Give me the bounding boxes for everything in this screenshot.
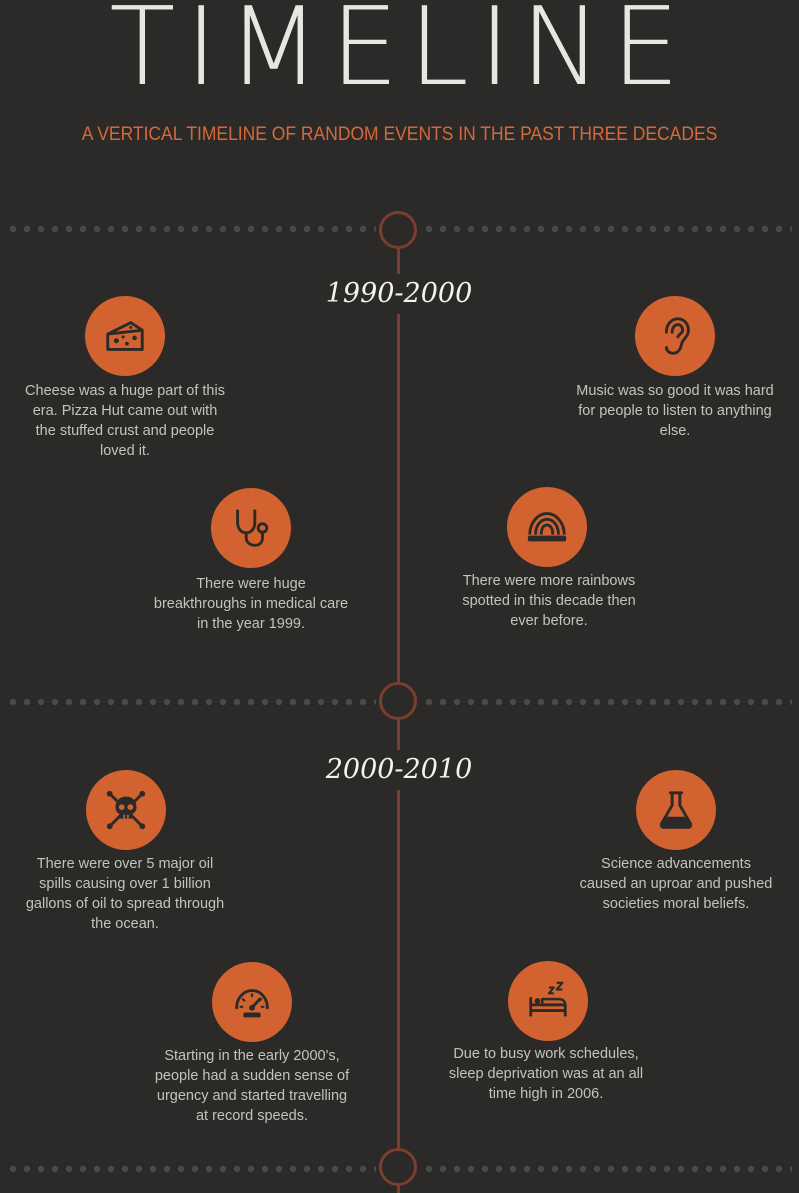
event-icon-circle	[212, 962, 292, 1042]
ear-icon	[664, 317, 690, 355]
sleeping-bed-icon	[529, 981, 567, 1017]
timeline-node	[379, 682, 417, 720]
timeline-node	[379, 211, 417, 249]
dotted-separator-left	[6, 1165, 376, 1173]
event-description: Cheese was a huge part of this era. Pizz…	[25, 383, 225, 459]
dotted-separator-left	[6, 698, 376, 706]
skull-crossbones-icon	[106, 790, 146, 830]
event-description: There were more rainbows spotted in this…	[462, 573, 636, 629]
flask-icon	[659, 791, 693, 829]
dotted-separator-right	[422, 698, 792, 706]
event-icon-circle	[86, 770, 166, 850]
event-icon-circle	[508, 961, 588, 1041]
cheese-icon	[106, 321, 144, 351]
stethoscope-icon	[236, 509, 269, 547]
event-icon-circle	[635, 296, 715, 376]
event-icon-circle	[85, 296, 165, 376]
dotted-separator-right	[422, 225, 792, 233]
page-subtitle: A VERTICAL TIMELINE OF RANDOM EVENTS IN …	[81, 124, 718, 145]
event-description: Starting in the early 2000's, people had…	[154, 1048, 350, 1124]
event-description: There were over 5 major oil spills causi…	[25, 856, 225, 932]
rainbow-icon	[527, 512, 567, 542]
speedometer-icon	[235, 989, 269, 1018]
timeline-node	[379, 1148, 417, 1186]
event-description: Due to busy work schedules, sleep depriv…	[448, 1046, 644, 1102]
event-description: There were huge breakthroughs in medical…	[153, 576, 349, 632]
era-label: 1990-2000	[299, 274, 499, 314]
event-description: Music was so good it was hard for people…	[576, 383, 774, 439]
event-icon-circle	[636, 770, 716, 850]
event-icon-circle	[211, 488, 291, 568]
dotted-separator-right	[422, 1165, 792, 1173]
event-description: Science advancements caused an uproar an…	[579, 856, 773, 912]
era-label: 2000-2010	[299, 750, 499, 790]
dotted-separator-left	[6, 225, 376, 233]
page-title: TIMELINE	[109, 0, 690, 110]
event-icon-circle	[507, 487, 587, 567]
